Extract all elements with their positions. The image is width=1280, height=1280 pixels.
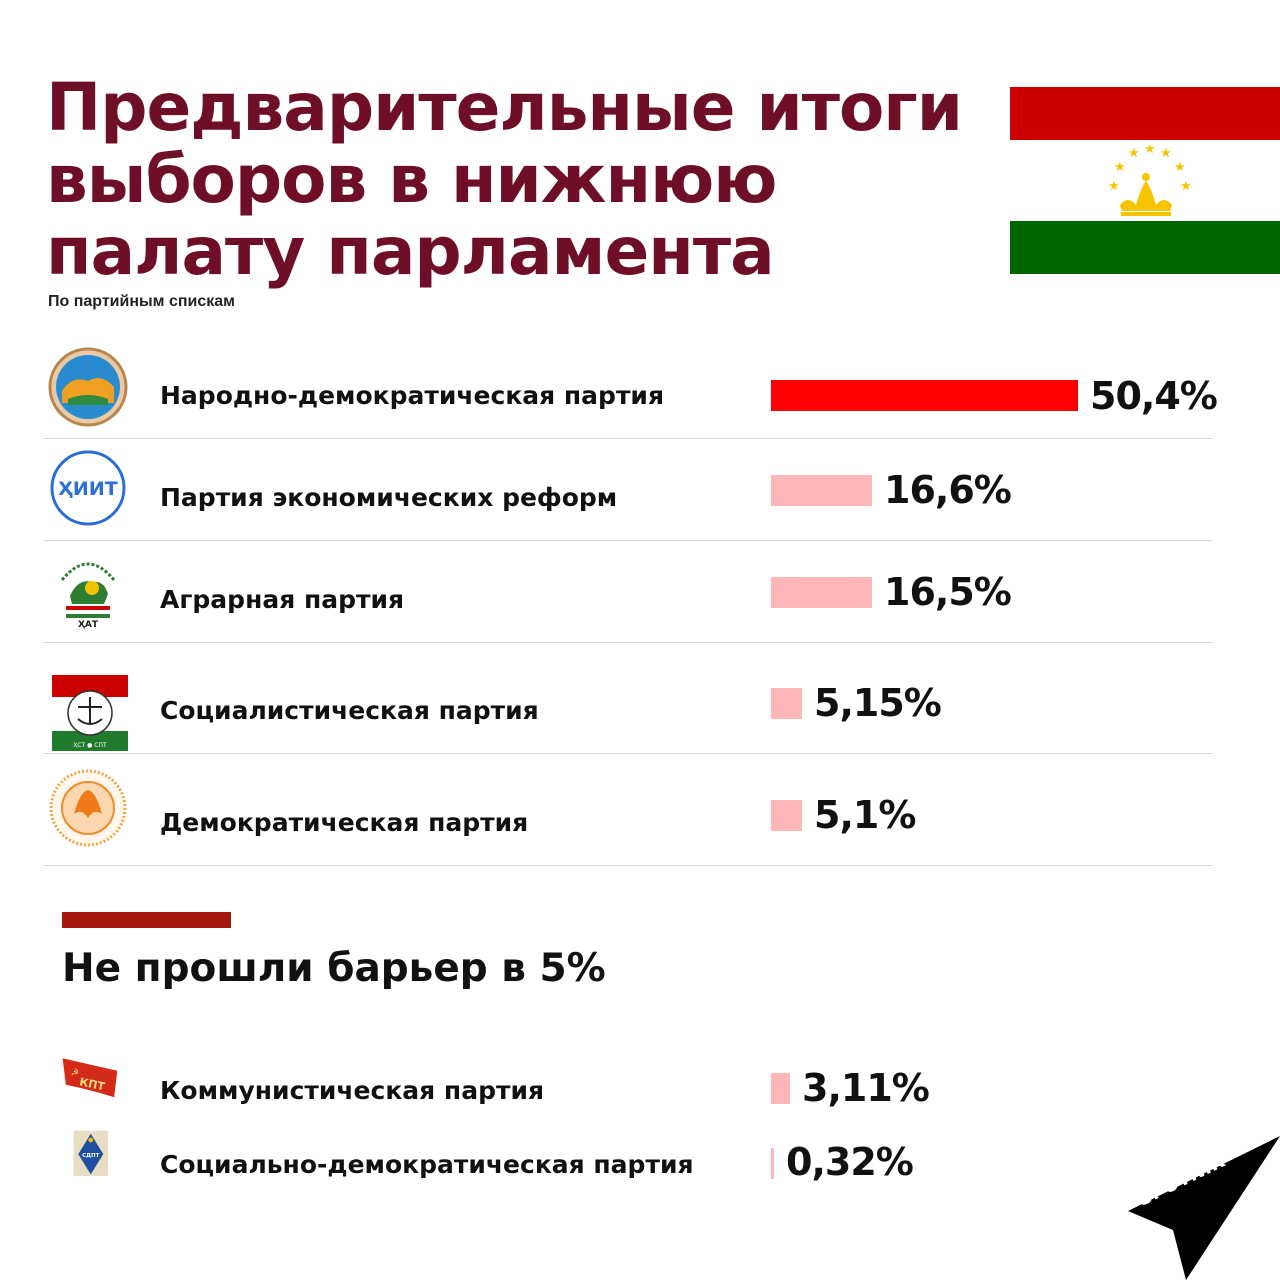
democratic-emblem-icon (48, 768, 128, 848)
party-row: ҲАТ Аграрная партия 16,5% (44, 541, 1212, 643)
party-name: Аграрная партия (160, 585, 405, 614)
party-name: Коммунистическая партия (160, 1076, 545, 1105)
result-value: 3,11% (802, 1066, 930, 1110)
svg-text:ҲАТ: ҲАТ (78, 620, 99, 630)
svg-text:★: ★ (1160, 146, 1172, 161)
section-accent-bar (62, 912, 231, 928)
result-bar (771, 1073, 790, 1104)
party-row: КПТ ☭ Коммунистическая партия 3,11% (44, 1048, 1212, 1122)
pdpt-emblem-icon (48, 347, 128, 427)
svg-text:★: ★ (1114, 160, 1126, 175)
result-bar (771, 380, 1078, 411)
row-divider (44, 642, 1212, 643)
result-value: 0,32% (786, 1140, 914, 1184)
row-divider (44, 540, 1212, 541)
result-value: 5,15% (814, 681, 942, 725)
result-bar (771, 1148, 774, 1179)
party-name: Социально-демократическая партия (160, 1150, 694, 1179)
party-row: ҲИИТ Партия экономических реформ 16,6% (44, 439, 1212, 541)
agrarian-emblem-icon: ҲАТ (48, 550, 128, 630)
result-value: 16,6% (884, 468, 1012, 512)
section-title: Не прошли барьер в 5% (62, 946, 606, 991)
row-divider (44, 753, 1212, 754)
svg-text:★: ★ (1128, 146, 1140, 161)
result-bar (771, 475, 872, 506)
svg-text:★: ★ (1180, 179, 1192, 194)
svg-text:КПТ: КПТ (78, 1075, 106, 1093)
row-divider (44, 438, 1212, 439)
sdpt-emblem-icon: СДПТ (58, 1126, 120, 1188)
svg-text:СДПТ: СДПТ (82, 1153, 99, 1159)
hiit-logo-icon: ҲИИТ (48, 448, 128, 528)
tajikistan-flag-icon: ★ ★ ★ ★ ★ ★ ★ (1010, 87, 1280, 274)
party-name: Социалистическая партия (160, 696, 539, 725)
party-row: ҲСТ ● СПТ Социалистическая партия 5,15% (44, 643, 1212, 754)
svg-text:★: ★ (1174, 160, 1186, 175)
svg-text:ҲИИТ: ҲИИТ (58, 478, 117, 500)
svg-text:★: ★ (1144, 142, 1156, 157)
result-bar (771, 577, 872, 608)
party-name: Народно-демократическая партия (160, 381, 665, 410)
result-value: 5,1% (814, 793, 916, 837)
result-value: 16,5% (884, 570, 1012, 614)
party-row: СДПТ Социально-демократическая партия 0,3… (44, 1122, 1212, 1196)
svg-text:★: ★ (1108, 179, 1120, 194)
page-title: Предварительные итоги выборов в нижнюю п… (46, 69, 963, 290)
party-name: Партия экономических реформ (160, 483, 618, 512)
page-subtitle: По партийным спискам (48, 293, 235, 310)
party-row: Народно-демократическая партия 50,4% (44, 339, 1218, 439)
kpt-flag-icon: КПТ ☭ (58, 1052, 120, 1114)
party-row: Демократическая партия 5,1% (44, 754, 1212, 866)
socialist-emblem-icon: ҲСТ ● СПТ (48, 673, 128, 753)
result-value: 50,4% (1090, 374, 1218, 418)
svg-text:☭: ☭ (70, 1067, 78, 1078)
result-bar (771, 688, 802, 719)
svg-text:ҲСТ ● СПТ: ҲСТ ● СПТ (73, 742, 107, 749)
sputnik-logo-icon: SPUTNIK (1128, 1136, 1280, 1280)
row-divider (44, 865, 1212, 866)
party-name: Демократическая партия (160, 808, 529, 837)
result-bar (771, 800, 802, 831)
